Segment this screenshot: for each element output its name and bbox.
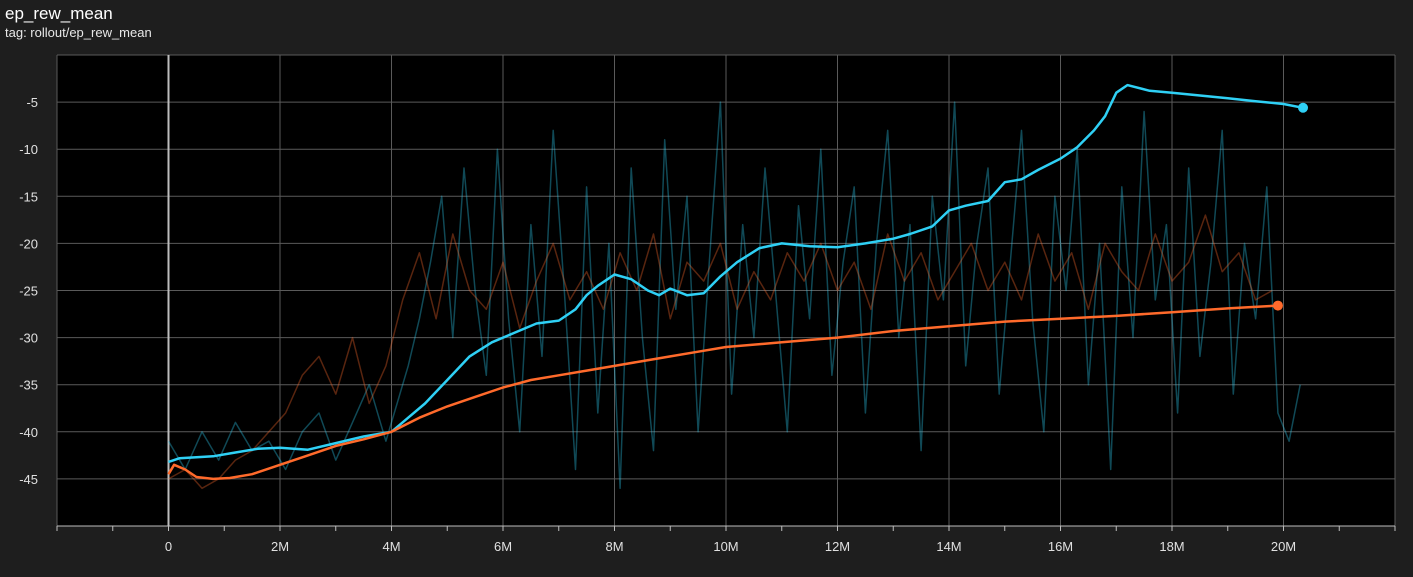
x-tick-label: 18M [1159,539,1184,554]
y-tick-label: -15 [19,189,38,204]
series-blue-end-marker [1298,102,1309,113]
y-tick-label: -35 [19,378,38,393]
x-tick-label: 12M [825,539,850,554]
x-tick-label: 6M [494,539,512,554]
x-tick-label: 8M [605,539,623,554]
y-tick-label: -40 [19,425,38,440]
y-tick-label: -20 [19,236,38,251]
x-tick-label: 14M [936,539,961,554]
y-tick-label: -25 [19,284,38,299]
series-blue-raw-line [167,101,1301,490]
chart-tag: tag: rollout/ep_rew_mean [5,25,152,40]
x-tick-label: 4M [382,539,400,554]
x-tick-label: 2M [271,539,289,554]
x-tick-label: 0 [165,539,172,554]
series-orange-end-marker [1272,300,1283,311]
y-tick-label: -30 [19,331,38,346]
raw-series-layer [167,101,1301,490]
chart-title: ep_rew_mean [5,4,113,23]
axis-layer: -5 -10 -15 -20 -25 -30 -35 -40 -45 0 2M 4M 6M 8M 10M 12… [19,95,1396,554]
grid-layer [56,54,1396,526]
smoothed-series-layer [167,83,1304,481]
y-tick-label: -5 [26,95,38,110]
y-tick-label: -10 [19,142,38,157]
series-orange-smoothed-line [167,304,1278,481]
x-tick-label: 10M [713,539,738,554]
y-tick-label: -45 [19,472,38,487]
series-blue-smoothed-line [168,83,1304,464]
x-tick-label: 16M [1048,539,1073,554]
x-tick-label: 20M [1271,539,1296,554]
series-orange-raw-line [168,214,1273,490]
